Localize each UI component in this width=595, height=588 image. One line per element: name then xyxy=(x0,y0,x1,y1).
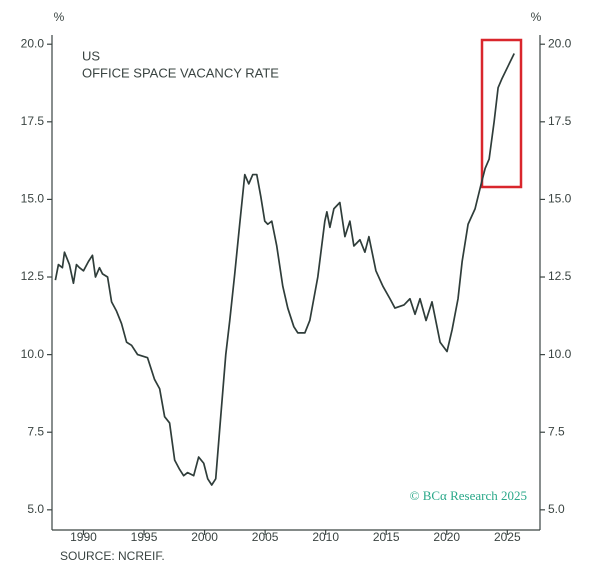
y2-tick-label: 17.5 xyxy=(548,114,572,128)
chart-title: US xyxy=(82,48,100,63)
y2-tick-label: 15.0 xyxy=(548,192,572,206)
x-tick-label: 1995 xyxy=(131,530,158,544)
y2-tick-label: 7.5 xyxy=(548,424,565,438)
y-tick-label: 7.5 xyxy=(27,424,44,438)
x-tick-label: 2015 xyxy=(373,530,400,544)
y-tick-label: 12.5 xyxy=(21,269,45,283)
y2-tick-label: 12.5 xyxy=(548,269,572,283)
x-tick-label: 2025 xyxy=(494,530,521,544)
y2-unit: % xyxy=(531,10,542,24)
highlight-box xyxy=(480,38,523,189)
x-tick-label: 2020 xyxy=(433,530,460,544)
y-tick-label: 10.0 xyxy=(21,347,45,361)
x-tick-label: 1990 xyxy=(70,530,97,544)
y2-tick-label: 20.0 xyxy=(548,36,572,50)
x-tick-label: 2005 xyxy=(252,530,279,544)
source-note: SOURCE: NCREIF. xyxy=(60,549,165,563)
watermark: © BCα Research 2025 xyxy=(410,488,527,503)
y-tick-label: 20.0 xyxy=(21,36,45,50)
y-tick-label: 17.5 xyxy=(21,114,45,128)
y2-tick-label: 10.0 xyxy=(548,347,572,361)
y2-tick-label: 5.0 xyxy=(548,502,565,516)
data-line xyxy=(54,53,515,486)
x-tick-label: 2000 xyxy=(191,530,218,544)
x-tick-label: 2010 xyxy=(312,530,339,544)
y-unit: % xyxy=(54,10,65,24)
y-tick-label: 5.0 xyxy=(27,502,44,516)
chart-subtitle: OFFICE SPACE VACANCY RATE xyxy=(82,65,279,80)
y-tick-label: 15.0 xyxy=(21,192,45,206)
